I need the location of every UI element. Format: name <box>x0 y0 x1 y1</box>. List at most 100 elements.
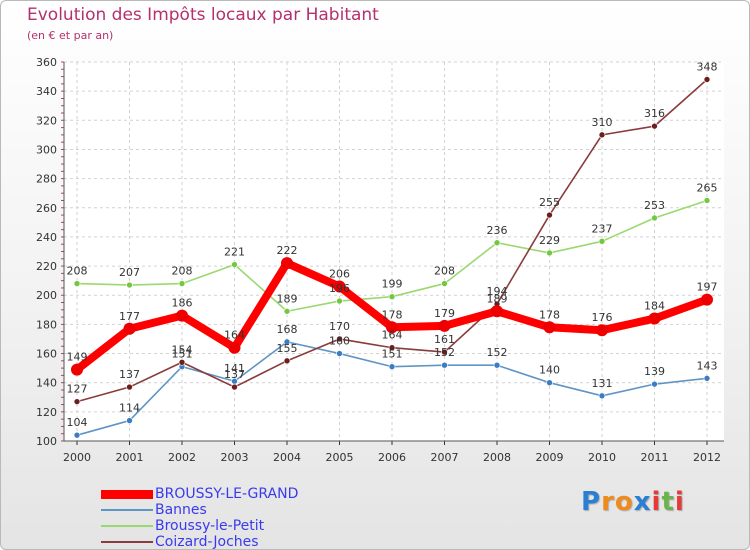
data-label: 189 <box>487 292 508 305</box>
data-label: 168 <box>277 323 298 336</box>
data-point <box>543 321 556 334</box>
y-tick-label: 240 <box>36 231 57 244</box>
data-point <box>703 375 711 382</box>
data-label: 208 <box>67 265 88 278</box>
data-label: 253 <box>644 199 665 212</box>
y-tick-label: 340 <box>36 85 57 98</box>
data-label: 206 <box>329 267 350 280</box>
data-point <box>388 363 396 370</box>
data-label: 178 <box>539 308 560 321</box>
data-label: 194 <box>487 285 508 298</box>
data-label: 229 <box>539 234 560 247</box>
data-point <box>596 324 608 337</box>
x-tick-label: 2000 <box>63 451 91 464</box>
data-label: 316 <box>644 107 665 120</box>
y-tick-label: 120 <box>36 406 57 419</box>
legend-swatch-broussy-le-petit <box>101 525 153 527</box>
legend-label: Bannes <box>155 502 207 518</box>
data-point <box>598 237 606 245</box>
data-point <box>651 380 658 388</box>
x-tick-label: 2010 <box>588 451 616 464</box>
data-label: 221 <box>224 246 245 259</box>
data-point <box>438 319 451 332</box>
data-label: 177 <box>119 310 140 323</box>
logo-letter: i <box>651 487 662 517</box>
data-point <box>491 305 503 318</box>
logo-letter: o <box>614 487 634 517</box>
data-label: 154 <box>172 343 193 356</box>
data-label: 197 <box>697 281 718 294</box>
data-point <box>441 280 448 287</box>
data-point <box>126 281 133 289</box>
data-label: 160 <box>329 335 350 348</box>
data-point <box>126 417 133 424</box>
data-label: 114 <box>119 402 140 415</box>
data-point <box>336 335 343 343</box>
data-label: 143 <box>697 359 718 372</box>
data-label: 178 <box>382 308 403 321</box>
plot-area <box>64 62 724 441</box>
data-label: 208 <box>434 265 455 278</box>
data-point <box>441 348 448 356</box>
data-point <box>123 322 136 335</box>
data-label: 151 <box>382 348 403 361</box>
data-label: 184 <box>644 300 665 313</box>
y-tick-label: 160 <box>36 348 57 361</box>
data-point <box>73 431 81 439</box>
legend-label: BROUSSY-LE-GRAND <box>155 486 299 502</box>
data-label: 104 <box>67 416 88 429</box>
x-tick-label: 2003 <box>221 451 249 464</box>
data-label: 207 <box>119 266 140 279</box>
x-tick-label: 2009 <box>536 451 564 464</box>
x-tick-label: 2002 <box>168 451 196 464</box>
x-tick-label: 2001 <box>116 451 144 464</box>
data-label: 208 <box>172 265 193 278</box>
data-label: 151 <box>172 348 193 361</box>
data-point <box>228 341 241 354</box>
data-point <box>336 350 343 357</box>
data-label: 164 <box>224 329 245 342</box>
x-tick-label: 2004 <box>273 451 301 464</box>
x-tick-label: 2011 <box>641 451 669 464</box>
chart-subtitle: (en € et par an) <box>27 29 114 42</box>
data-label: 189 <box>277 292 298 305</box>
data-point <box>176 309 188 322</box>
data-point <box>283 338 291 346</box>
data-point <box>388 344 396 352</box>
legend-swatch-bannes <box>101 509 153 511</box>
data-label: 196 <box>329 282 350 295</box>
data-point <box>441 361 448 369</box>
data-point <box>546 211 553 219</box>
data-point <box>126 383 133 391</box>
y-tick-label: 100 <box>36 435 57 448</box>
data-point <box>73 398 81 405</box>
data-point <box>598 131 606 139</box>
data-label: 127 <box>67 383 88 396</box>
x-tick-label: 2008 <box>483 451 511 464</box>
data-label: 222 <box>277 244 298 257</box>
data-label: 186 <box>172 297 193 310</box>
data-point <box>283 307 291 315</box>
data-label: 161 <box>434 333 455 346</box>
data-point <box>648 312 661 325</box>
data-point <box>386 321 398 334</box>
logo-letter: r <box>601 487 615 517</box>
data-label: 170 <box>329 320 350 333</box>
data-label: 236 <box>487 224 508 237</box>
y-tick-label: 220 <box>36 260 57 273</box>
data-label: 141 <box>224 362 245 375</box>
legend-label: Coizard-Joches <box>155 534 259 550</box>
data-point <box>546 379 553 386</box>
data-label: 139 <box>644 365 665 378</box>
data-label: 155 <box>277 342 298 355</box>
x-tick-label: 2005 <box>326 451 354 464</box>
data-point <box>178 358 186 366</box>
logo-letter: t <box>661 487 675 517</box>
data-label: 176 <box>592 311 613 324</box>
legend-swatch-coizard-joches <box>101 541 153 543</box>
data-label: 149 <box>67 351 88 364</box>
legend-swatch-broussy-le-grand <box>101 490 153 499</box>
data-point <box>703 76 711 83</box>
chart-title: Evolution des Impôts locaux par Habitant <box>27 5 379 25</box>
y-tick-label: 300 <box>36 143 57 156</box>
